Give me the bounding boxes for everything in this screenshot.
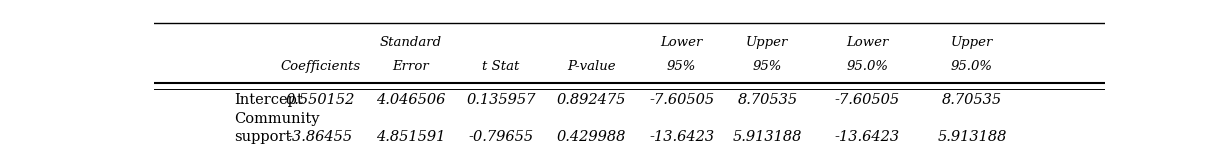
Text: -13.6423: -13.6423 bbox=[650, 130, 715, 144]
Text: 8.70535: 8.70535 bbox=[942, 93, 1002, 107]
Text: Lower: Lower bbox=[846, 36, 889, 49]
Text: 8.70535: 8.70535 bbox=[737, 93, 797, 107]
Text: 0.429988: 0.429988 bbox=[556, 130, 626, 144]
Text: -13.6423: -13.6423 bbox=[835, 130, 900, 144]
Text: -3.86455: -3.86455 bbox=[287, 130, 352, 144]
Text: 0.550152: 0.550152 bbox=[285, 93, 355, 107]
Text: -0.79655: -0.79655 bbox=[468, 130, 533, 144]
Text: 4.851591: 4.851591 bbox=[376, 130, 445, 144]
Text: P-value: P-value bbox=[567, 60, 615, 73]
Text: support: support bbox=[235, 130, 292, 144]
Text: Coefficients: Coefficients bbox=[280, 60, 360, 73]
Text: Error: Error bbox=[392, 60, 429, 73]
Text: -7.60505: -7.60505 bbox=[835, 93, 900, 107]
Text: 95%: 95% bbox=[753, 60, 782, 73]
Text: 0.135957: 0.135957 bbox=[467, 93, 535, 107]
Text: 95%: 95% bbox=[667, 60, 696, 73]
Text: 95.0%: 95.0% bbox=[846, 60, 888, 73]
Text: Upper: Upper bbox=[950, 36, 993, 49]
Text: 5.913188: 5.913188 bbox=[937, 130, 1007, 144]
Text: Standard: Standard bbox=[379, 36, 442, 49]
Text: Community: Community bbox=[235, 113, 321, 126]
Text: Upper: Upper bbox=[747, 36, 788, 49]
Text: 4.046506: 4.046506 bbox=[376, 93, 445, 107]
Text: Lower: Lower bbox=[661, 36, 702, 49]
Text: -7.60505: -7.60505 bbox=[650, 93, 715, 107]
Text: 5.913188: 5.913188 bbox=[733, 130, 802, 144]
Text: 95.0%: 95.0% bbox=[950, 60, 993, 73]
Text: Intercept: Intercept bbox=[235, 93, 303, 107]
Text: t Stat: t Stat bbox=[483, 60, 519, 73]
Text: 0.892475: 0.892475 bbox=[556, 93, 626, 107]
